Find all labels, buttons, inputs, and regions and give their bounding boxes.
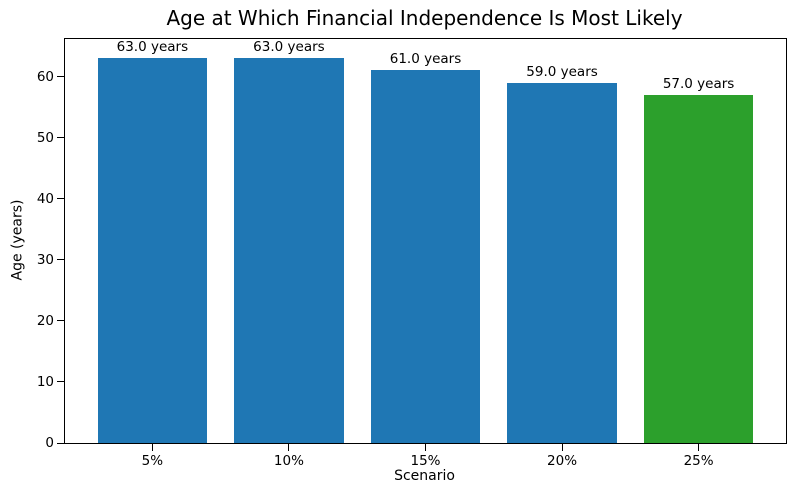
y-tick-mark	[57, 381, 64, 383]
y-axis-label: Age (years)	[9, 199, 26, 281]
chart-title: Age at Which Financial Independence Is M…	[166, 6, 683, 30]
x-axis-label: Scenario	[394, 468, 455, 484]
bar-value-label: 61.0 years	[389, 51, 462, 68]
x-tick-label: 10%	[273, 453, 304, 469]
y-tick-mark	[57, 320, 64, 322]
x-tick-label: 20%	[547, 453, 578, 469]
y-tick-mark	[57, 137, 64, 139]
y-tick-mark	[57, 259, 64, 261]
y-tick-label: 50	[36, 129, 54, 146]
y-tick-label: 30	[36, 251, 54, 268]
x-tick-mark	[561, 444, 563, 451]
y-tick-label: 40	[36, 190, 54, 207]
y-tick-label: 60	[36, 68, 54, 85]
x-tick-mark	[288, 444, 290, 451]
x-tick-mark	[698, 444, 700, 451]
y-tick-label: 20	[36, 312, 54, 329]
x-tick-mark	[425, 444, 426, 451]
bar-value-label: 59.0 years	[526, 63, 598, 80]
bar	[370, 70, 481, 443]
y-tick-label: 0	[45, 435, 54, 451]
x-tick-label: 5%	[141, 453, 164, 469]
bar-value-label: 57.0 years	[662, 75, 735, 92]
x-tick-mark	[151, 444, 153, 451]
plot-area: 0 10 20 30 40 50 60 63.0 years 5% 63.0 years 10% 61…	[37, 38, 787, 469]
bar-value-label: 63.0 years	[253, 39, 325, 56]
bar	[97, 58, 207, 443]
bar	[234, 58, 344, 443]
x-tick-label: 15%	[410, 453, 441, 469]
bar	[507, 82, 617, 443]
y-tick-mark	[57, 76, 64, 78]
bar	[643, 94, 754, 443]
x-tick-label: 25%	[683, 453, 714, 469]
bar-value-label: 63.0 years	[116, 39, 189, 56]
y-tick-mark	[57, 198, 64, 200]
y-tick-mark	[57, 442, 64, 444]
y-tick-label: 10	[36, 373, 54, 390]
